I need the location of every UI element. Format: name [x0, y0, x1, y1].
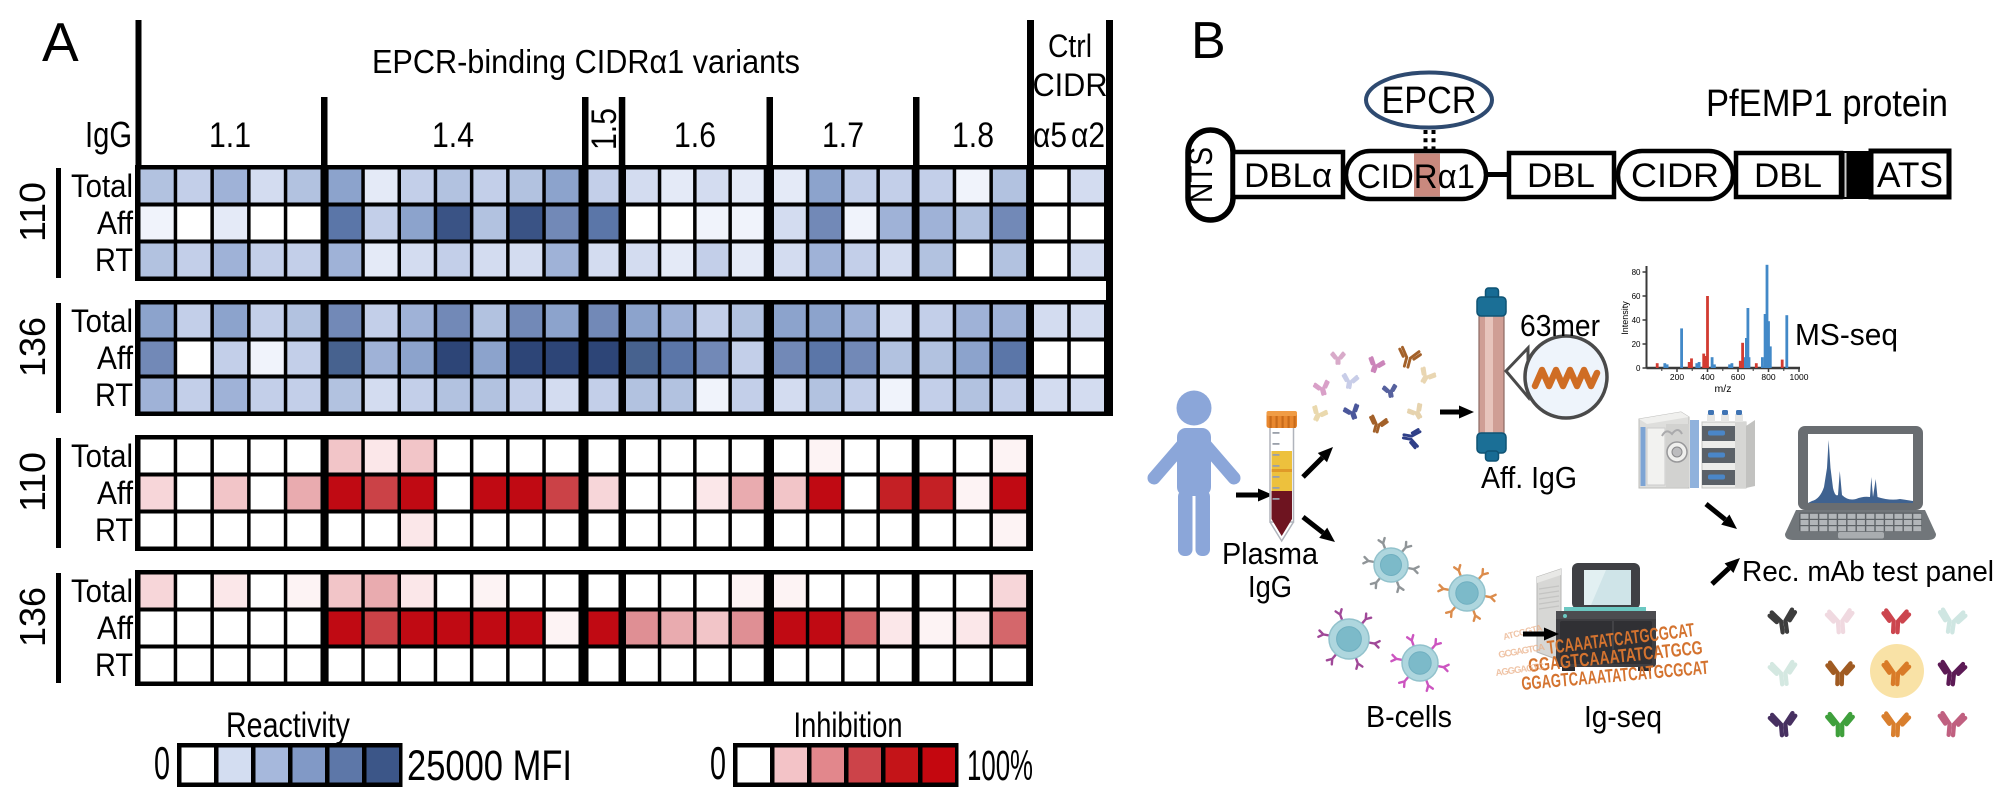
svg-text:B: B: [1191, 12, 1226, 70]
svg-text:IgG: IgG: [85, 114, 132, 155]
svg-text:100%: 100%: [967, 742, 1033, 790]
svg-text:Aff. IgG: Aff. IgG: [1481, 460, 1577, 495]
svg-text:EPCR: EPCR: [1382, 80, 1477, 122]
svg-text:0: 0: [710, 737, 726, 789]
svg-text:1.7: 1.7: [822, 116, 864, 155]
svg-text:Ig-seq: Ig-seq: [1584, 699, 1662, 734]
svg-text:Reactivity: Reactivity: [226, 706, 350, 745]
svg-text:α5: α5: [1033, 116, 1067, 155]
svg-text:Intensity: Intensity: [1620, 301, 1630, 335]
svg-text:Aff: Aff: [97, 205, 133, 241]
svg-text:1.5: 1.5: [585, 108, 624, 150]
svg-text:136: 136: [12, 587, 53, 647]
svg-text:136: 136: [12, 317, 53, 377]
svg-text:800: 800: [1761, 372, 1775, 382]
svg-text:20: 20: [1632, 340, 1641, 349]
svg-text:CIDR: CIDR: [1631, 157, 1719, 195]
svg-text:Total: Total: [71, 573, 133, 609]
svg-text:NTS: NTS: [1182, 147, 1219, 203]
svg-text:EPCR-binding CIDRα1 variants: EPCR-binding CIDRα1 variants: [372, 43, 800, 80]
svg-text:Inhibition: Inhibition: [794, 706, 903, 745]
svg-text:CIDR: CIDR: [1033, 67, 1108, 103]
svg-text:RT: RT: [95, 647, 133, 683]
svg-text:110: 110: [12, 182, 53, 242]
svg-text:Ctrl: Ctrl: [1048, 28, 1092, 64]
svg-text:Rec. mAb test panel: Rec. mAb test panel: [1742, 556, 1994, 588]
svg-text:0: 0: [1636, 364, 1641, 373]
svg-text:25000 MFI: 25000 MFI: [407, 742, 572, 790]
svg-text:1.4: 1.4: [432, 116, 474, 155]
svg-text:200: 200: [1670, 372, 1684, 382]
svg-text:RT: RT: [95, 377, 133, 413]
svg-text:B-cells: B-cells: [1366, 699, 1452, 734]
svg-text:CIDRα1: CIDRα1: [1357, 158, 1475, 196]
svg-text:DBL: DBL: [1527, 157, 1595, 195]
svg-text:A: A: [42, 11, 79, 73]
svg-text:63mer: 63mer: [1520, 308, 1600, 343]
svg-text:Aff: Aff: [97, 610, 133, 646]
svg-text:0: 0: [154, 737, 170, 789]
svg-text:1000: 1000: [1790, 372, 1809, 382]
svg-text:DBL: DBL: [1754, 157, 1822, 195]
svg-text:80: 80: [1632, 268, 1641, 277]
svg-text:Aff: Aff: [97, 340, 133, 376]
svg-text:Aff: Aff: [97, 475, 133, 511]
svg-text:Total: Total: [71, 303, 133, 339]
svg-text:ATS: ATS: [1877, 156, 1943, 195]
svg-text:60: 60: [1632, 292, 1641, 301]
svg-text:Total: Total: [71, 168, 133, 204]
svg-text:600: 600: [1731, 372, 1745, 382]
svg-text:40: 40: [1632, 316, 1641, 325]
svg-text:RT: RT: [95, 512, 133, 548]
svg-text:DBLα: DBLα: [1244, 157, 1332, 195]
svg-text:400: 400: [1700, 372, 1714, 382]
svg-text:m/z: m/z: [1715, 383, 1732, 395]
svg-text:110: 110: [12, 452, 53, 512]
svg-text:1.1: 1.1: [209, 116, 251, 155]
svg-text:1.8: 1.8: [952, 116, 994, 155]
svg-text:MS-seq: MS-seq: [1795, 317, 1898, 352]
svg-text:Plasma: Plasma: [1222, 536, 1319, 571]
svg-text:α2: α2: [1071, 116, 1105, 155]
svg-text:1.6: 1.6: [674, 116, 716, 155]
svg-text:IgG: IgG: [1248, 569, 1292, 604]
svg-text:Total: Total: [71, 438, 133, 474]
svg-text:RT: RT: [95, 242, 133, 278]
svg-text:PfEMP1 protein: PfEMP1 protein: [1706, 83, 1948, 125]
